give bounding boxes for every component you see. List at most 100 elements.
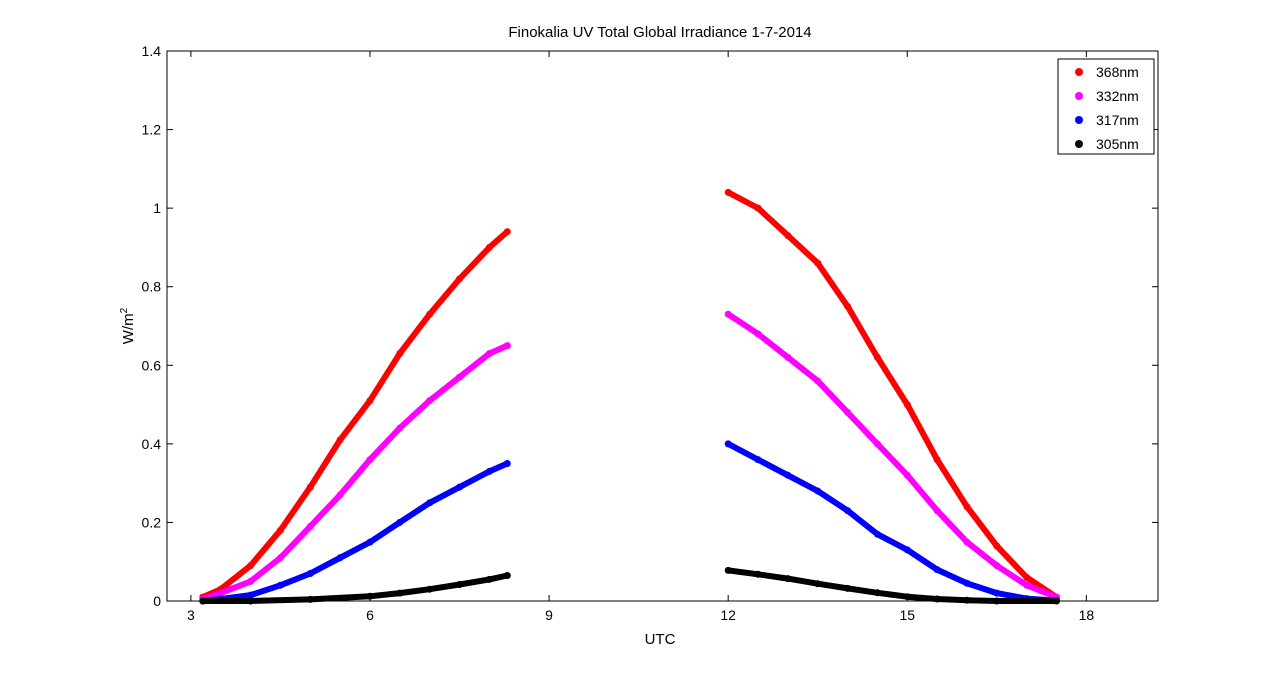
series-368nm-afternoon-point-1 <box>754 204 762 212</box>
series-368nm-afternoon-point-7 <box>933 456 941 464</box>
series-305nm-afternoon-point-3 <box>814 580 822 588</box>
series-332nm-morning-point-7 <box>396 424 404 432</box>
series-317nm-morning-point-2 <box>247 591 255 599</box>
series-332nm-afternoon-point-7 <box>933 507 941 515</box>
legend-box <box>1057 58 1155 155</box>
series-317nm-morning-point-9 <box>456 483 463 491</box>
series-332nm-afternoon-point-9 <box>993 562 1001 570</box>
series-305nm-afternoon-point-1 <box>754 570 762 578</box>
series-368nm-afternoon-point-10 <box>1023 573 1031 581</box>
series-332nm-morning-point-8 <box>426 397 434 405</box>
series-317nm-morning-line <box>199 460 511 604</box>
series-317nm-afternoon-point-6 <box>903 546 911 554</box>
series-317nm-morning-point-6 <box>366 538 374 546</box>
series-317nm-afternoon-point-3 <box>814 487 822 495</box>
plot-frame <box>166 50 1159 602</box>
legend-label-317nm: 317nm <box>1096 112 1139 128</box>
series-368nm-afternoon-point-9 <box>993 542 1001 550</box>
series-368nm-afternoon-point-3 <box>814 259 822 267</box>
series-332nm-morning-point-2 <box>247 577 255 585</box>
series-305nm-afternoon-point-4 <box>844 584 852 592</box>
series-305nm-morning-point-7 <box>485 575 493 583</box>
series-305nm-morning-point-2 <box>306 595 314 603</box>
y-tick-label-1: 0.2 <box>142 514 162 530</box>
series-layer <box>199 188 1060 605</box>
series-368nm-afternoon-point-4 <box>844 302 852 310</box>
series-368nm-morning-point-4 <box>306 483 314 491</box>
series-368nm-morning-point-6 <box>366 397 374 405</box>
series-332nm-morning-point-4 <box>306 522 314 530</box>
series-332nm-morning-point-3 <box>276 554 284 562</box>
series-332nm-afternoon-point-4 <box>844 408 852 416</box>
series-317nm-afternoon-point-8 <box>963 579 971 587</box>
x-axis-label: UTC <box>645 631 676 648</box>
series-305nm-afternoon-point-0 <box>724 566 732 574</box>
series-368nm-morning-point-2 <box>247 562 255 570</box>
series-368nm-morning-point-9 <box>456 275 463 283</box>
series-317nm-afternoon-point-9 <box>993 589 1001 597</box>
legend-marker-368nm <box>1075 68 1083 76</box>
series-368nm-afternoon-point-6 <box>903 401 911 409</box>
legend-label-332nm: 332nm <box>1096 88 1139 104</box>
series-332nm-afternoon-point-8 <box>963 538 971 546</box>
series-332nm-afternoon-point-5 <box>873 440 881 448</box>
series-368nm-afternoon-point-2 <box>784 232 792 240</box>
series-317nm-afternoon-point-4 <box>844 507 852 515</box>
series-305nm-morning-point-4 <box>396 589 404 597</box>
series-317nm-morning-point-3 <box>276 581 284 589</box>
y-axis-label: W/m2 <box>119 307 137 344</box>
series-317nm-afternoon-point-2 <box>784 471 792 479</box>
series-305nm-afternoon-point-2 <box>784 575 792 583</box>
y-tick-label-5: 1 <box>153 200 161 216</box>
chart-title: Finokalia UV Total Global Irradiance 1-7… <box>508 24 811 41</box>
legend-marker-317nm <box>1075 116 1083 124</box>
series-368nm-afternoon-point-0 <box>724 188 732 196</box>
series-368nm-afternoon-line <box>725 189 1060 601</box>
series-317nm-afternoon-line <box>725 440 1060 604</box>
legend-marker-332nm <box>1075 92 1083 100</box>
series-332nm-afternoon-point-2 <box>784 353 792 361</box>
series-317nm-morning-point-7 <box>396 518 404 526</box>
y-axis-label-superscript: 2 <box>119 307 130 313</box>
series-368nm-afternoon-point-8 <box>963 503 971 511</box>
series-317nm-afternoon-point-1 <box>754 456 762 464</box>
x-tick-label-3: 12 <box>720 607 736 623</box>
series-332nm-afternoon-point-6 <box>903 471 911 479</box>
legend-label-305nm: 305nm <box>1096 136 1139 152</box>
series-317nm-morning-point-4 <box>306 570 314 577</box>
series-305nm-morning-point-6 <box>456 581 463 588</box>
series-332nm-afternoon-point-1 <box>754 330 762 338</box>
y-tick-label-0: 0 <box>153 593 161 609</box>
series-317nm-afternoon-point-7 <box>933 566 941 574</box>
series-317nm-morning-point-10 <box>485 467 493 475</box>
series-368nm-morning-point-8 <box>426 310 434 318</box>
y-tick-label-6: 1.2 <box>142 122 162 138</box>
series-368nm-morning-point-5 <box>336 436 344 444</box>
series-332nm-afternoon-point-0 <box>724 310 732 318</box>
series-305nm-afternoon-point-5 <box>873 589 881 597</box>
series-332nm-morning-point-5 <box>336 491 344 499</box>
series-368nm-afternoon-point-5 <box>873 353 881 361</box>
legend-marker-305nm <box>1075 140 1083 148</box>
series-317nm-afternoon-point-0 <box>724 440 732 448</box>
series-332nm-morning-point-1 <box>217 589 225 597</box>
y-tick-label-2: 0.4 <box>142 436 162 452</box>
y-tick-label-3: 0.6 <box>142 357 162 373</box>
series-332nm-morning-point-9 <box>456 373 463 381</box>
x-tick-label-4: 15 <box>899 607 915 623</box>
series-332nm-morning-point-6 <box>366 456 374 464</box>
series-305nm-morning-point-5 <box>426 585 434 593</box>
series-317nm-morning-point-8 <box>426 499 434 507</box>
legend: 368nm 332nm 317nm 305nm <box>1057 58 1155 155</box>
series-332nm-morning-point-11 <box>503 342 511 350</box>
series-368nm-morning-point-3 <box>276 526 284 534</box>
series-368nm-morning-point-7 <box>396 350 404 357</box>
series-332nm-morning-line <box>199 342 511 602</box>
series-368nm-morning-point-10 <box>485 243 493 251</box>
x-tick-label-2: 9 <box>545 607 553 623</box>
series-332nm-afternoon-point-10 <box>1023 581 1031 589</box>
series-305nm-morning-point-8 <box>503 572 511 579</box>
x-tick-label-5: 18 <box>1079 607 1095 623</box>
series-317nm-morning-point-11 <box>503 460 511 467</box>
